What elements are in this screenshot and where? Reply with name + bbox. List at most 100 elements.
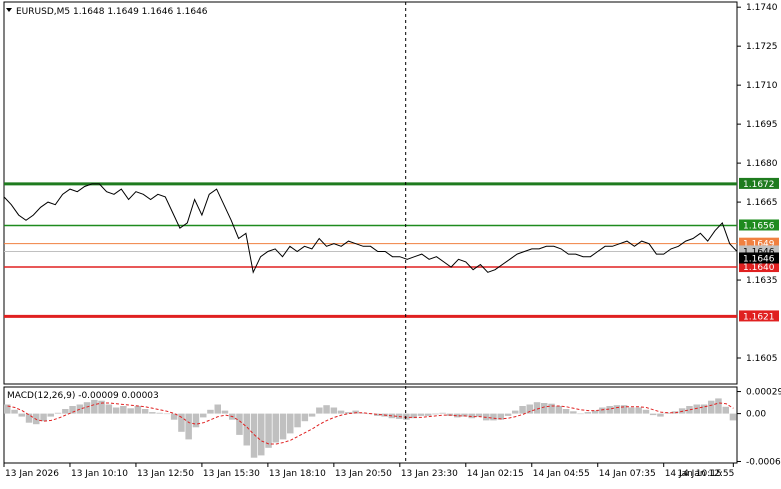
macd-bar [352, 410, 359, 414]
x-tick-label: 13 Jan 20:50 [335, 469, 392, 479]
macd-bar [163, 413, 171, 415]
level-tag [739, 310, 779, 322]
level-tag [739, 237, 779, 249]
x-tick-label: 14 Jan 12:55 [677, 469, 734, 479]
macd-bar [700, 404, 708, 414]
price-panel[interactable]: 1.17401.17251.17101.16951.16801.16651.16… [3, 1, 779, 385]
macd-bar [584, 412, 592, 414]
macd-bar [330, 407, 338, 414]
macd-title: MACD(12,26,9) -0.00009 0.00003 [7, 391, 159, 401]
macd-bar [417, 413, 425, 416]
macd-bar [258, 413, 265, 456]
macd-bar [120, 406, 127, 414]
macd-bar [432, 413, 439, 415]
macd-bar [577, 413, 584, 415]
x-tick-label: 13 Jan 2026 [5, 469, 59, 479]
macd-bar [207, 409, 214, 414]
macd-bar [178, 413, 185, 432]
macd-bar [149, 412, 156, 414]
macd-bar [4, 404, 11, 414]
macd-bar [170, 413, 178, 420]
macd-y-tick-label: -0.00063 [746, 457, 781, 467]
macd-bar [424, 413, 432, 416]
macd-bar [439, 412, 446, 414]
macd-bar [54, 412, 62, 414]
macd-bar [279, 413, 287, 440]
price-y-tick-label: 1.1680 [746, 159, 778, 169]
macd-bar [156, 412, 163, 414]
symbol-header: EURUSD,M5 1.1648 1.1649 1.1646 1.1646 [16, 7, 208, 17]
macd-bar [555, 406, 563, 414]
level-tag [739, 245, 779, 257]
x-tick-label: 14 Jan 02:15 [467, 469, 524, 479]
macd-bar [671, 411, 679, 414]
macd-bar [236, 413, 243, 435]
macd-bar [200, 413, 207, 418]
macd-bar [301, 413, 309, 422]
macd-bar [475, 413, 483, 417]
x-tick-label: 13 Jan 10:10 [71, 469, 128, 479]
macd-bar [620, 405, 628, 414]
macd-bar [105, 404, 113, 414]
macd-bar [693, 404, 700, 414]
macd-bar [628, 407, 635, 414]
x-tick-label: 13 Jan 18:10 [269, 469, 326, 479]
level-tag [739, 177, 779, 189]
macd-bar [359, 412, 367, 414]
macd-bar [708, 400, 715, 414]
macd-bar [272, 413, 279, 443]
chart-menu-arrow-icon[interactable] [6, 8, 12, 12]
level-tag-label: 1.1672 [743, 180, 775, 190]
price-y-tick-label: 1.1635 [746, 276, 778, 286]
macd-bar [265, 413, 272, 448]
macd-bar [374, 413, 381, 416]
macd-bar [642, 409, 650, 414]
macd-bar [40, 413, 47, 422]
x-tick-label: 13 Jan 23:30 [401, 469, 458, 479]
macd-bar [497, 413, 504, 420]
level-tag [739, 219, 779, 231]
price-y-tick-label: 1.1725 [746, 42, 778, 52]
macd-bar [243, 413, 250, 446]
macd-signal-line [7, 402, 734, 445]
macd-bar [533, 402, 541, 414]
macd-bar [127, 408, 134, 414]
level-lines[interactable] [4, 182, 737, 318]
x-tick-label: 14 Jan 10:15 [665, 469, 722, 479]
macd-bar [570, 411, 577, 414]
macd-bar [62, 409, 69, 414]
macd-bar [613, 405, 621, 414]
time-x-axis: 13 Jan 2026 13 Jan 10:10 13 Jan 12:50 13 Ja… [3, 463, 734, 479]
price-y-tick-label: 1.1605 [746, 354, 778, 364]
macd-y-tick-label: 0.00029 [746, 388, 781, 398]
macd-bar [192, 413, 200, 428]
macd-bar [504, 413, 512, 416]
x-tick-label: 14 Jan 07:35 [599, 469, 656, 479]
macd-bar [294, 413, 301, 428]
macd-bar [526, 404, 533, 414]
macd-bar [308, 413, 316, 417]
macd-bar [562, 409, 570, 414]
macd-bar [98, 400, 105, 414]
macd-panel[interactable]: 0.00029 0.00 -0.00063 MACD(12,26,9) -0.000… [3, 386, 781, 467]
price-y-tick-label: 1.1710 [746, 81, 778, 91]
macd-bar [454, 413, 461, 418]
macd-bar [69, 406, 76, 414]
macd-bar [649, 413, 657, 416]
macd-bar [599, 407, 606, 414]
macd-bar [185, 413, 192, 440]
price-series-line [3, 183, 738, 274]
level-tag-label: 1.1649 [743, 240, 775, 250]
macd-bar [134, 406, 142, 414]
macd-bar [323, 405, 330, 414]
macd-bar [657, 413, 664, 417]
macd-bar [250, 413, 258, 458]
macd-bar [47, 413, 54, 417]
x-tick-label: 14 Jan 04:55 [533, 469, 590, 479]
macd-y-tick-label: 0.00 [746, 410, 766, 420]
macd-bar [635, 407, 642, 414]
macd-bar [548, 403, 555, 414]
price-y-tick-label: 1.1665 [746, 198, 778, 208]
